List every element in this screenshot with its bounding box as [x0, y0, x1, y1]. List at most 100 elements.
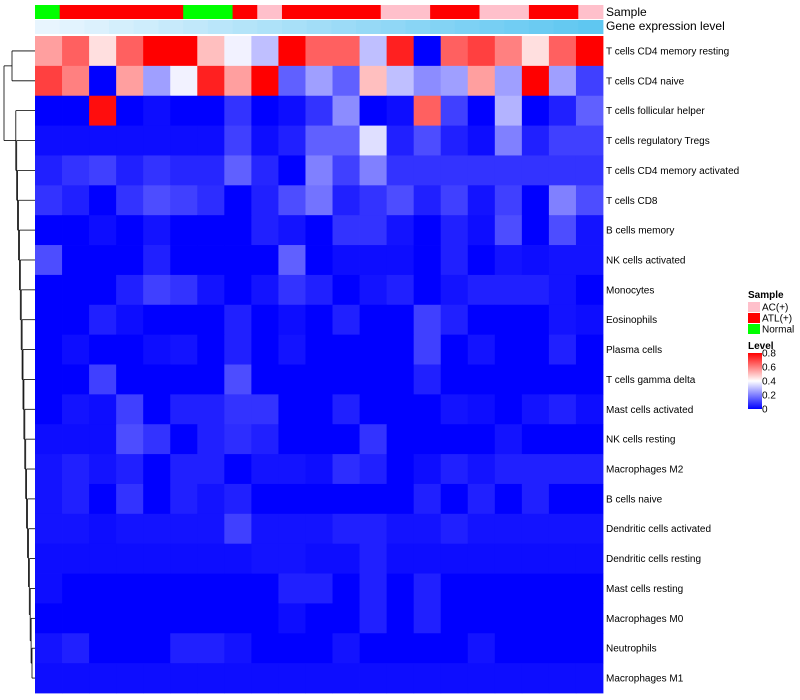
heatmap-cell [224, 454, 252, 485]
heatmap-cell [35, 185, 63, 216]
heatmap-cell [440, 633, 469, 664]
heatmap-cell [35, 125, 63, 156]
heatmap-cell [62, 274, 90, 306]
sample-annotation-cell [479, 5, 505, 19]
heatmap-cell [197, 245, 225, 276]
heatmap-cell [440, 65, 469, 97]
heatmap-cell [116, 573, 144, 604]
heatmap-cell [62, 543, 90, 574]
heatmap-cell [62, 125, 90, 156]
gene-expression-annotation-cell [35, 20, 61, 34]
heatmap-cell [170, 364, 198, 395]
heatmap-cell [467, 573, 496, 604]
heatmap-cell [359, 36, 388, 67]
heatmap-cell [575, 513, 604, 545]
gene-expression-annotation-cell [183, 20, 209, 34]
heatmap-cell [359, 364, 388, 395]
heatmap-cell [116, 513, 144, 545]
heatmap-cell [494, 215, 523, 246]
heatmap-cell [359, 663, 388, 694]
heatmap-cell [332, 424, 360, 455]
heatmap-cell [359, 603, 388, 634]
heatmap-cell [143, 543, 171, 574]
heatmap-cell [332, 543, 360, 574]
heatmap-cell [197, 454, 225, 485]
heatmap-cell [197, 274, 225, 306]
sample-legend-label: AC(+) [762, 303, 788, 314]
heatmap-cell [89, 155, 117, 186]
heatmap-cell [89, 483, 117, 515]
heatmap-cell [89, 543, 117, 574]
heatmap-cell [197, 125, 225, 156]
heatmap-cell [35, 65, 63, 97]
heatmap-cell [170, 215, 198, 246]
heatmap-cell [35, 424, 63, 455]
heatmap-cell [305, 215, 333, 246]
sample-annotation-cell [578, 5, 604, 19]
heatmap-cell [35, 573, 63, 604]
heatmap-cell [332, 304, 360, 336]
heatmap-cell [386, 603, 415, 634]
heatmap-cell [467, 663, 496, 694]
heatmap-cell [386, 36, 415, 67]
heatmap-cell [224, 304, 252, 336]
heatmap-cell [467, 95, 496, 126]
heatmap-cell [251, 155, 279, 186]
sample-annotation-cell [356, 5, 382, 19]
heatmap-cell [251, 543, 279, 574]
heatmap-cell [359, 245, 388, 276]
heatmap-cell [521, 36, 550, 67]
heatmap-cell [332, 513, 360, 545]
heatmap-cell [548, 663, 577, 694]
row-label: NK cells activated [606, 256, 685, 267]
heatmap-cell [251, 364, 279, 395]
heatmap-cell [143, 36, 171, 67]
heatmap-cell [467, 274, 496, 306]
heatmap-cell [251, 125, 279, 156]
heatmap-cell [35, 155, 63, 186]
heatmap-cell [521, 334, 550, 365]
heatmap-cell [278, 513, 306, 545]
heatmap-cell [197, 573, 225, 604]
heatmap-cell [332, 274, 360, 306]
heatmap-cell [89, 573, 117, 604]
heatmap-cell [440, 573, 469, 604]
heatmap-cell [413, 573, 442, 604]
heatmap-cell [224, 155, 252, 186]
heatmap-cell [521, 65, 550, 97]
heatmap-cell [413, 65, 442, 97]
level-legend: Level 0.8 0.6 0.4 0.2 0 [748, 341, 776, 416]
heatmap-cell [89, 454, 117, 485]
heatmap-cell [170, 185, 198, 216]
heatmap-cell [494, 155, 523, 186]
heatmap-cell [116, 215, 144, 246]
heatmap-cell [548, 95, 577, 126]
heatmap-cell [359, 215, 388, 246]
heatmap-cell [575, 454, 604, 485]
row-label: B cells memory [606, 226, 674, 237]
heatmap-cell [575, 36, 604, 67]
gene-expression-annotation-cell [232, 20, 258, 34]
heatmap-cell [359, 95, 388, 126]
sample-annotation-cell [207, 5, 233, 19]
row-labels: T cells CD4 memory resting T cells CD4 na… [606, 46, 739, 684]
heatmap-cell [548, 603, 577, 634]
heatmap-cell [305, 274, 333, 306]
sample-annotation-cell [405, 5, 431, 19]
heatmap-cell [521, 155, 550, 186]
heatmap-cell [197, 394, 225, 425]
row-label: Eosinophils [606, 315, 657, 326]
heatmap-cell [359, 185, 388, 216]
heatmap-cell [413, 245, 442, 276]
heatmap-cell [359, 454, 388, 485]
heatmap-cell [413, 633, 442, 664]
heatmap-cell [197, 185, 225, 216]
heatmap-cell [35, 483, 63, 515]
heatmap-cell [575, 483, 604, 515]
sample-legend-swatch [748, 313, 760, 323]
heatmap-cell [224, 394, 252, 425]
heatmap-cell [548, 65, 577, 97]
heatmap-cell [467, 424, 496, 455]
heatmap-cell [386, 633, 415, 664]
heatmap-cell [143, 65, 171, 97]
